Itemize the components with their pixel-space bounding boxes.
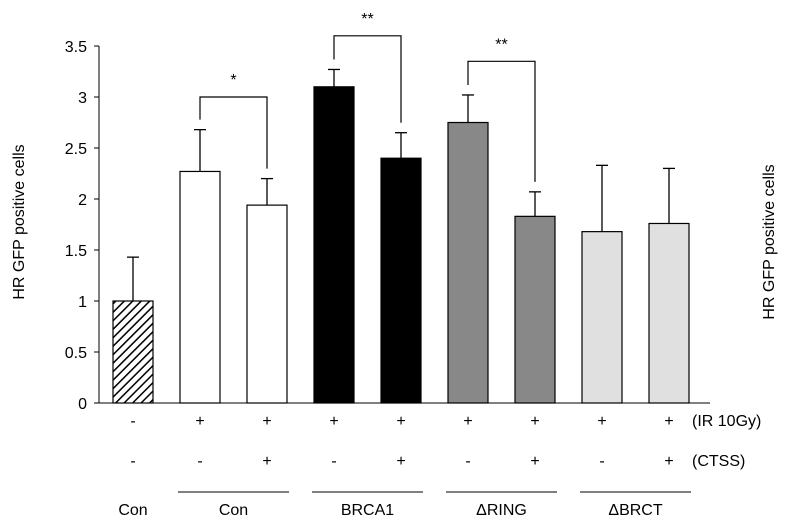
y-tick-label: 1.5: [65, 243, 87, 260]
bar: [179, 170, 221, 404]
ir-marker: +: [597, 413, 606, 430]
group-label: ΔRING: [476, 502, 527, 519]
ir-marker: +: [396, 413, 405, 430]
bar: [648, 222, 690, 404]
bar: [581, 231, 623, 404]
ctss-marker: +: [396, 453, 405, 470]
ir-marker: +: [463, 413, 472, 430]
y-tick-label: 2.5: [65, 141, 87, 158]
ctss-marker: +: [262, 453, 271, 470]
y-tick-label: 1: [78, 294, 87, 311]
ctss-marker: -: [331, 453, 336, 470]
row-label: (CTSS): [692, 453, 745, 470]
ir-marker: +: [530, 413, 539, 430]
right-axis-label: HR GFP positive cells: [761, 164, 778, 319]
significance-bracket: [333, 35, 402, 123]
y-axis-label: HR GFP positive cells: [11, 144, 28, 299]
ctss-marker: +: [664, 453, 673, 470]
ir-marker: +: [195, 413, 204, 430]
bar: [112, 300, 154, 404]
bar: [447, 121, 489, 404]
bar: [514, 215, 556, 404]
y-tick-label: 0.5: [65, 345, 87, 362]
y-tick-label: 3: [78, 90, 87, 107]
ctss-marker: -: [465, 453, 470, 470]
ir-marker: +: [329, 413, 338, 430]
group-label: ΔBRCT: [608, 502, 662, 519]
significance-label: **: [361, 11, 373, 28]
group-label: Con: [118, 502, 147, 519]
row-label: (IR 10Gy): [692, 413, 761, 430]
ctss-marker: -: [130, 453, 135, 470]
significance-label: **: [495, 36, 507, 53]
group-label: Con: [219, 502, 248, 519]
significance-label: *: [230, 72, 236, 89]
y-tick-label: 3.5: [65, 39, 87, 56]
significance-bracket: [199, 96, 268, 169]
ctss-marker: -: [197, 453, 202, 470]
plot-area: 00.511.522.533.5*****--+-+++-+++-+++-++(…: [65, 11, 762, 519]
ir-marker: -: [130, 413, 135, 430]
ctss-marker: -: [599, 453, 604, 470]
ir-marker: +: [664, 413, 673, 430]
ir-marker: +: [262, 413, 271, 430]
y-tick-label: 2: [78, 192, 87, 209]
group-label: BRCA1: [341, 502, 394, 519]
ctss-marker: +: [530, 453, 539, 470]
y-tick-label: 0: [78, 396, 87, 413]
significance-bracket: [467, 60, 536, 182]
bar: [380, 157, 422, 404]
bar: [246, 204, 288, 404]
bar: [313, 86, 355, 404]
